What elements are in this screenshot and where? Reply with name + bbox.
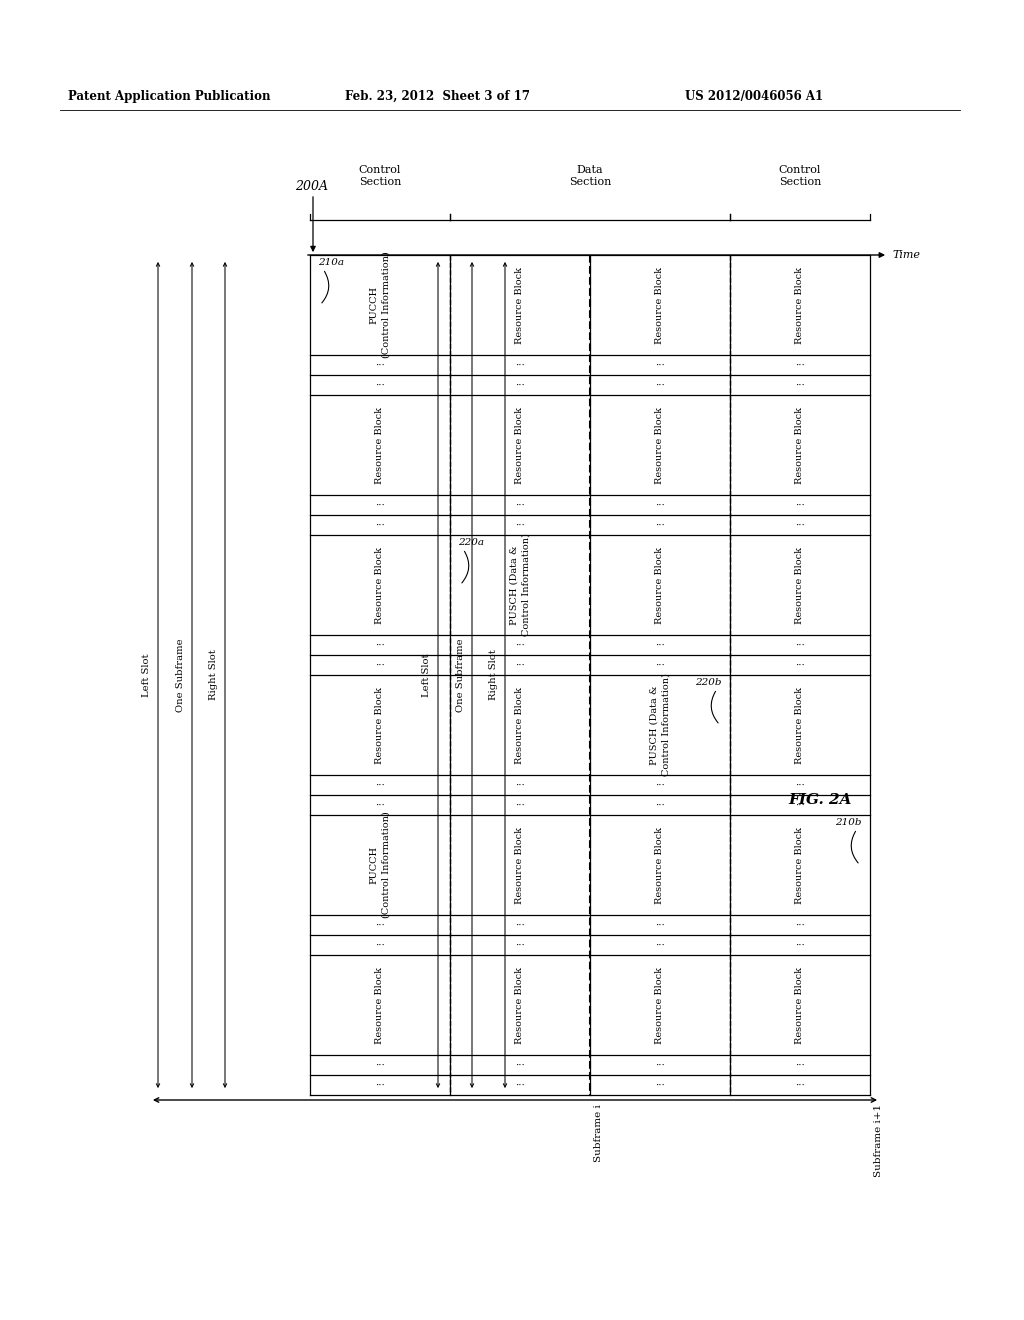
Text: Control
Section: Control Section — [358, 165, 401, 187]
Text: Resource Block: Resource Block — [655, 407, 665, 483]
Text: ···: ··· — [795, 920, 805, 929]
Text: Left Slot: Left Slot — [142, 653, 151, 697]
Text: Resource Block: Resource Block — [796, 686, 805, 763]
Text: ···: ··· — [655, 1081, 665, 1089]
Text: ···: ··· — [655, 500, 665, 510]
Text: ···: ··· — [375, 380, 385, 389]
Text: 200A: 200A — [295, 180, 328, 193]
Text: Subframe i: Subframe i — [594, 1104, 603, 1162]
Text: Resource Block: Resource Block — [515, 407, 524, 483]
Text: ···: ··· — [655, 1060, 665, 1069]
Text: ···: ··· — [375, 640, 385, 649]
Text: Resource Block: Resource Block — [376, 686, 384, 763]
Text: ···: ··· — [795, 660, 805, 669]
Text: FIG. 2A: FIG. 2A — [788, 793, 852, 807]
Text: ···: ··· — [795, 640, 805, 649]
Text: ···: ··· — [795, 520, 805, 529]
Text: Resource Block: Resource Block — [796, 966, 805, 1044]
Text: ···: ··· — [655, 380, 665, 389]
Text: ···: ··· — [375, 780, 385, 789]
Text: Left Slot: Left Slot — [422, 653, 431, 697]
Text: ···: ··· — [655, 660, 665, 669]
Text: Resource Block: Resource Block — [796, 407, 805, 483]
Text: Resource Block: Resource Block — [655, 267, 665, 343]
Text: Subframe i+1: Subframe i+1 — [874, 1104, 883, 1177]
Text: PUCCH
(Control Information): PUCCH (Control Information) — [370, 812, 390, 919]
Text: ···: ··· — [375, 1060, 385, 1069]
Text: Patent Application Publication: Patent Application Publication — [68, 90, 270, 103]
Text: ···: ··· — [515, 500, 525, 510]
Text: Resource Block: Resource Block — [376, 546, 384, 623]
Text: ···: ··· — [515, 360, 525, 370]
Text: ···: ··· — [515, 640, 525, 649]
Text: 210a: 210a — [318, 257, 344, 267]
Text: Resource Block: Resource Block — [655, 826, 665, 903]
Text: 210b: 210b — [836, 818, 862, 828]
Text: ···: ··· — [375, 660, 385, 669]
Text: ···: ··· — [375, 1081, 385, 1089]
Text: ···: ··· — [375, 940, 385, 949]
Text: Resource Block: Resource Block — [796, 267, 805, 343]
Text: One Subframe: One Subframe — [456, 638, 465, 711]
Text: ···: ··· — [515, 1081, 525, 1089]
Text: Resource Block: Resource Block — [796, 826, 805, 903]
Text: PUSCH (Data &
Control Information): PUSCH (Data & Control Information) — [510, 533, 530, 636]
Text: ···: ··· — [655, 520, 665, 529]
Text: 220a: 220a — [458, 539, 484, 546]
Text: ···: ··· — [795, 780, 805, 789]
Text: 220b: 220b — [695, 678, 722, 686]
Text: ···: ··· — [655, 360, 665, 370]
Text: ···: ··· — [515, 780, 525, 789]
Text: ···: ··· — [655, 640, 665, 649]
Text: ···: ··· — [655, 940, 665, 949]
Text: ···: ··· — [655, 920, 665, 929]
Text: ···: ··· — [515, 940, 525, 949]
Text: ···: ··· — [515, 380, 525, 389]
Text: ···: ··· — [515, 800, 525, 809]
Text: ···: ··· — [795, 1081, 805, 1089]
Text: ···: ··· — [795, 1060, 805, 1069]
Text: ···: ··· — [515, 920, 525, 929]
Text: ···: ··· — [375, 500, 385, 510]
Text: Resource Block: Resource Block — [515, 966, 524, 1044]
Text: US 2012/0046056 A1: US 2012/0046056 A1 — [685, 90, 823, 103]
Text: Time: Time — [892, 249, 920, 260]
Text: ···: ··· — [515, 1060, 525, 1069]
Text: PUSCH (Data &
Control Information): PUSCH (Data & Control Information) — [649, 673, 671, 776]
Text: ···: ··· — [515, 520, 525, 529]
Text: ···: ··· — [655, 780, 665, 789]
Text: One Subframe: One Subframe — [176, 638, 185, 711]
Text: ···: ··· — [375, 360, 385, 370]
Text: Resource Block: Resource Block — [655, 546, 665, 623]
Text: ···: ··· — [795, 940, 805, 949]
Text: Resource Block: Resource Block — [376, 966, 384, 1044]
Text: Resource Block: Resource Block — [515, 267, 524, 343]
Text: ···: ··· — [795, 800, 805, 809]
Text: Feb. 23, 2012  Sheet 3 of 17: Feb. 23, 2012 Sheet 3 of 17 — [345, 90, 530, 103]
Text: Resource Block: Resource Block — [515, 826, 524, 903]
Text: Right Slot: Right Slot — [209, 649, 218, 701]
Text: ···: ··· — [375, 920, 385, 929]
Text: ···: ··· — [795, 380, 805, 389]
Text: Resource Block: Resource Block — [796, 546, 805, 623]
Text: ···: ··· — [515, 660, 525, 669]
Text: PUCCH
(Control Information): PUCCH (Control Information) — [370, 252, 390, 358]
Text: Resource Block: Resource Block — [515, 686, 524, 763]
Text: ···: ··· — [795, 360, 805, 370]
Text: Resource Block: Resource Block — [376, 407, 384, 483]
Text: ···: ··· — [375, 800, 385, 809]
Text: Right Slot: Right Slot — [489, 649, 498, 701]
Text: ···: ··· — [795, 500, 805, 510]
Text: Control
Section: Control Section — [779, 165, 821, 187]
Text: ···: ··· — [375, 520, 385, 529]
Text: Data
Section: Data Section — [568, 165, 611, 187]
Text: ···: ··· — [655, 800, 665, 809]
Text: Resource Block: Resource Block — [655, 966, 665, 1044]
